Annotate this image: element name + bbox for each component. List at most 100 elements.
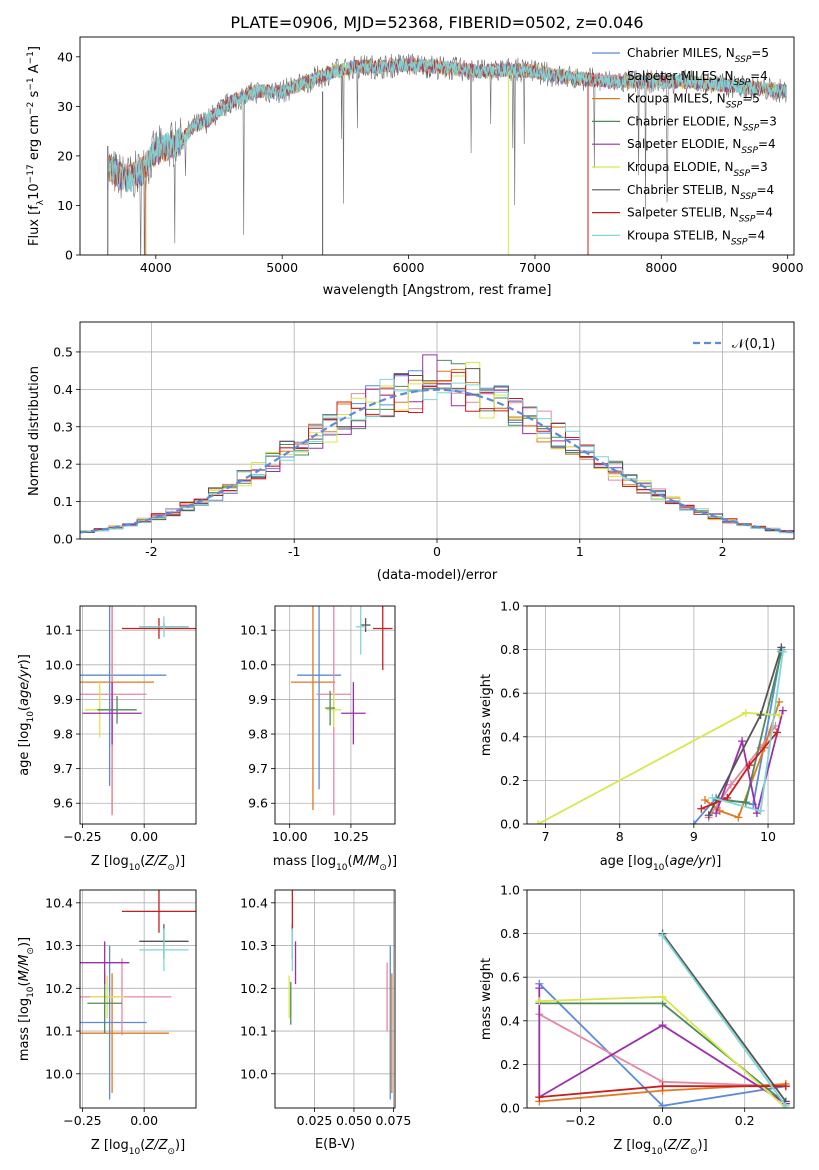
y-tick-label: 9.6 <box>53 796 73 811</box>
y-tick-label: 0.0 <box>500 1101 520 1116</box>
y-tick-label: 10.3 <box>45 938 73 953</box>
y-tick-label: 10.1 <box>240 623 268 638</box>
axes-frame <box>274 889 396 1109</box>
y-tick-label: 10.1 <box>45 623 73 638</box>
y-tick-label: 10.2 <box>240 981 268 996</box>
x-tick-label: 8 <box>616 829 624 844</box>
weight-marker <box>658 1082 667 1091</box>
y-tick-label: 10.1 <box>240 1024 268 1039</box>
y-tick-label: 1.0 <box>500 883 520 898</box>
weight-marker <box>535 997 544 1006</box>
x-tick-label: −0.25 <box>63 1113 101 1128</box>
axes-frame <box>526 605 795 825</box>
x-tick-label: −0.25 <box>63 829 101 844</box>
legend-entry: Salpeter STELIB, NSSP=4 <box>627 206 773 225</box>
weight-marker <box>712 809 721 818</box>
y-tick-label: 9.8 <box>248 727 268 742</box>
x-tick-label: 9000 <box>772 260 804 275</box>
weight-marker <box>756 806 765 815</box>
x-tick-label: -2 <box>145 544 157 559</box>
x-tick-label: 0.025 <box>297 1113 333 1128</box>
y-tick-label: 10.2 <box>45 981 73 996</box>
x-axis-label: mass [log10(M/M⊙)] <box>273 854 397 873</box>
weight-marker <box>658 931 667 940</box>
y-tick-label: 10.3 <box>240 938 268 953</box>
panel-weight-vs-Z: −0.2 0.0 0.2 0.0 0.2 0.4 0.6 0.8 1.0 mass weight Z… <box>479 883 795 1157</box>
weight-marker <box>778 647 787 656</box>
weight-marker <box>777 643 786 652</box>
panel-spectrum: 4000 5000 6000 7000 8000 9000 0 10 20 30 40 Chabrie… <box>26 36 804 298</box>
weight-marker <box>534 820 543 824</box>
y-tick-label: 0 <box>65 248 73 263</box>
weight-marker <box>697 804 706 813</box>
y-tick-label: 0.4 <box>53 382 73 397</box>
x-tick-label: 10.25 <box>333 829 369 844</box>
normal-curve <box>80 388 794 534</box>
y-tick-label: 0.2 <box>53 457 73 472</box>
x-tick-label: 8000 <box>645 260 677 275</box>
y-tick-label: 0.2 <box>500 773 520 788</box>
weight-marker <box>772 728 781 737</box>
axes-frame <box>79 321 795 540</box>
weight-marker <box>658 1021 667 1030</box>
x-tick-label: -1 <box>288 544 300 559</box>
panel-weight-vs-age: 7 8 9 10 0.0 0.2 0.4 0.6 0.8 1.0 mass weight age [l… <box>479 599 795 873</box>
y-tick-label: 1.0 <box>500 599 520 614</box>
x-tick-label: 10.00 <box>272 829 308 844</box>
histogram-series <box>80 378 794 535</box>
weight-marker <box>535 1093 544 1102</box>
x-tick-label: 7000 <box>519 260 551 275</box>
y-axis-label: age [log10(age/yr)] <box>17 654 36 776</box>
legend-entry: Chabrier ELODIE, NSSP=3 <box>627 114 777 133</box>
weight-marker <box>778 706 787 715</box>
weight-line <box>700 731 778 810</box>
y-tick-label: 10.0 <box>240 1066 268 1081</box>
panel-mass-vs-EBV: 0.025 0.050 0.075 10.0 10.1 10.2 10.3 10.4 E(B-V… <box>240 889 412 1152</box>
x-tick-label: 5000 <box>266 260 298 275</box>
spectrum-line <box>107 57 787 193</box>
y-tick-label: 9.9 <box>248 692 268 707</box>
x-tick-label: 0.2 <box>735 1113 755 1128</box>
y-axis-label: mass weight <box>479 958 494 1040</box>
x-tick-label: 0.050 <box>336 1113 372 1128</box>
weight-marker <box>689 820 698 824</box>
y-tick-label: 9.6 <box>248 796 268 811</box>
x-tick-label: 10 <box>760 829 776 844</box>
weight-marker <box>738 737 747 746</box>
weight-marker <box>734 813 743 822</box>
legend-entry: Kroupa ELODIE, NSSP=3 <box>627 160 768 179</box>
y-tick-label: 10 <box>57 198 73 213</box>
weight-marker <box>704 811 713 820</box>
panel-mass-vs-Z: −0.25 0.00 10.0 10.1 10.2 10.3 10.4 Z [log10(Z/… <box>17 889 197 1157</box>
figure-title: PLATE=0906, MJD=52368, FIBERID=0502, z=0… <box>230 13 643 32</box>
y-tick-label: 0.4 <box>500 1013 520 1028</box>
panel-age-vs-Z: −0.25 0.00 9.6 9.7 9.8 9.9 10.0 10.1 Z [log10(Z/… <box>17 605 197 873</box>
legend-entry: Chabrier MILES, NSSP=5 <box>627 46 769 65</box>
y-tick-label: 0.4 <box>500 729 520 744</box>
y-tick-label: 0.5 <box>53 344 73 359</box>
legend-entry: Salpeter MILES, NSSP=4 <box>627 69 768 88</box>
weight-marker <box>745 761 754 770</box>
x-tick-label: 0.00 <box>130 829 158 844</box>
weight-marker <box>741 798 750 807</box>
legend-entry: Kroupa MILES, NSSP=5 <box>627 92 760 111</box>
y-tick-label: 10.0 <box>240 657 268 672</box>
weight-marker <box>781 1082 790 1091</box>
y-axis-label: Flux [fλ10−17 erg cm−2 s−1 A−1] <box>26 46 46 246</box>
x-tick-label: 0.0 <box>653 1113 673 1128</box>
x-axis-label: Z [log10(Z/Z⊙)] <box>613 1138 707 1157</box>
x-axis-label: E(B-V) <box>315 1137 355 1152</box>
y-tick-label: 0.8 <box>500 926 520 941</box>
axes-frame <box>526 889 795 1109</box>
x-tick-label: 0.075 <box>376 1113 412 1128</box>
y-tick-label: 10.0 <box>45 1066 73 1081</box>
y-tick-label: 0.8 <box>500 642 520 657</box>
y-tick-label: 0.6 <box>500 970 520 985</box>
legend-entry: 𝒩(0,1) <box>732 337 775 352</box>
y-tick-label: 0.3 <box>53 419 73 434</box>
y-tick-label: 9.8 <box>53 727 73 742</box>
legend-entry: Salpeter ELODIE, NSSP=4 <box>627 137 776 156</box>
y-tick-label: 0.6 <box>500 686 520 701</box>
weight-marker <box>723 793 732 802</box>
y-tick-label: 0.2 <box>500 1057 520 1072</box>
